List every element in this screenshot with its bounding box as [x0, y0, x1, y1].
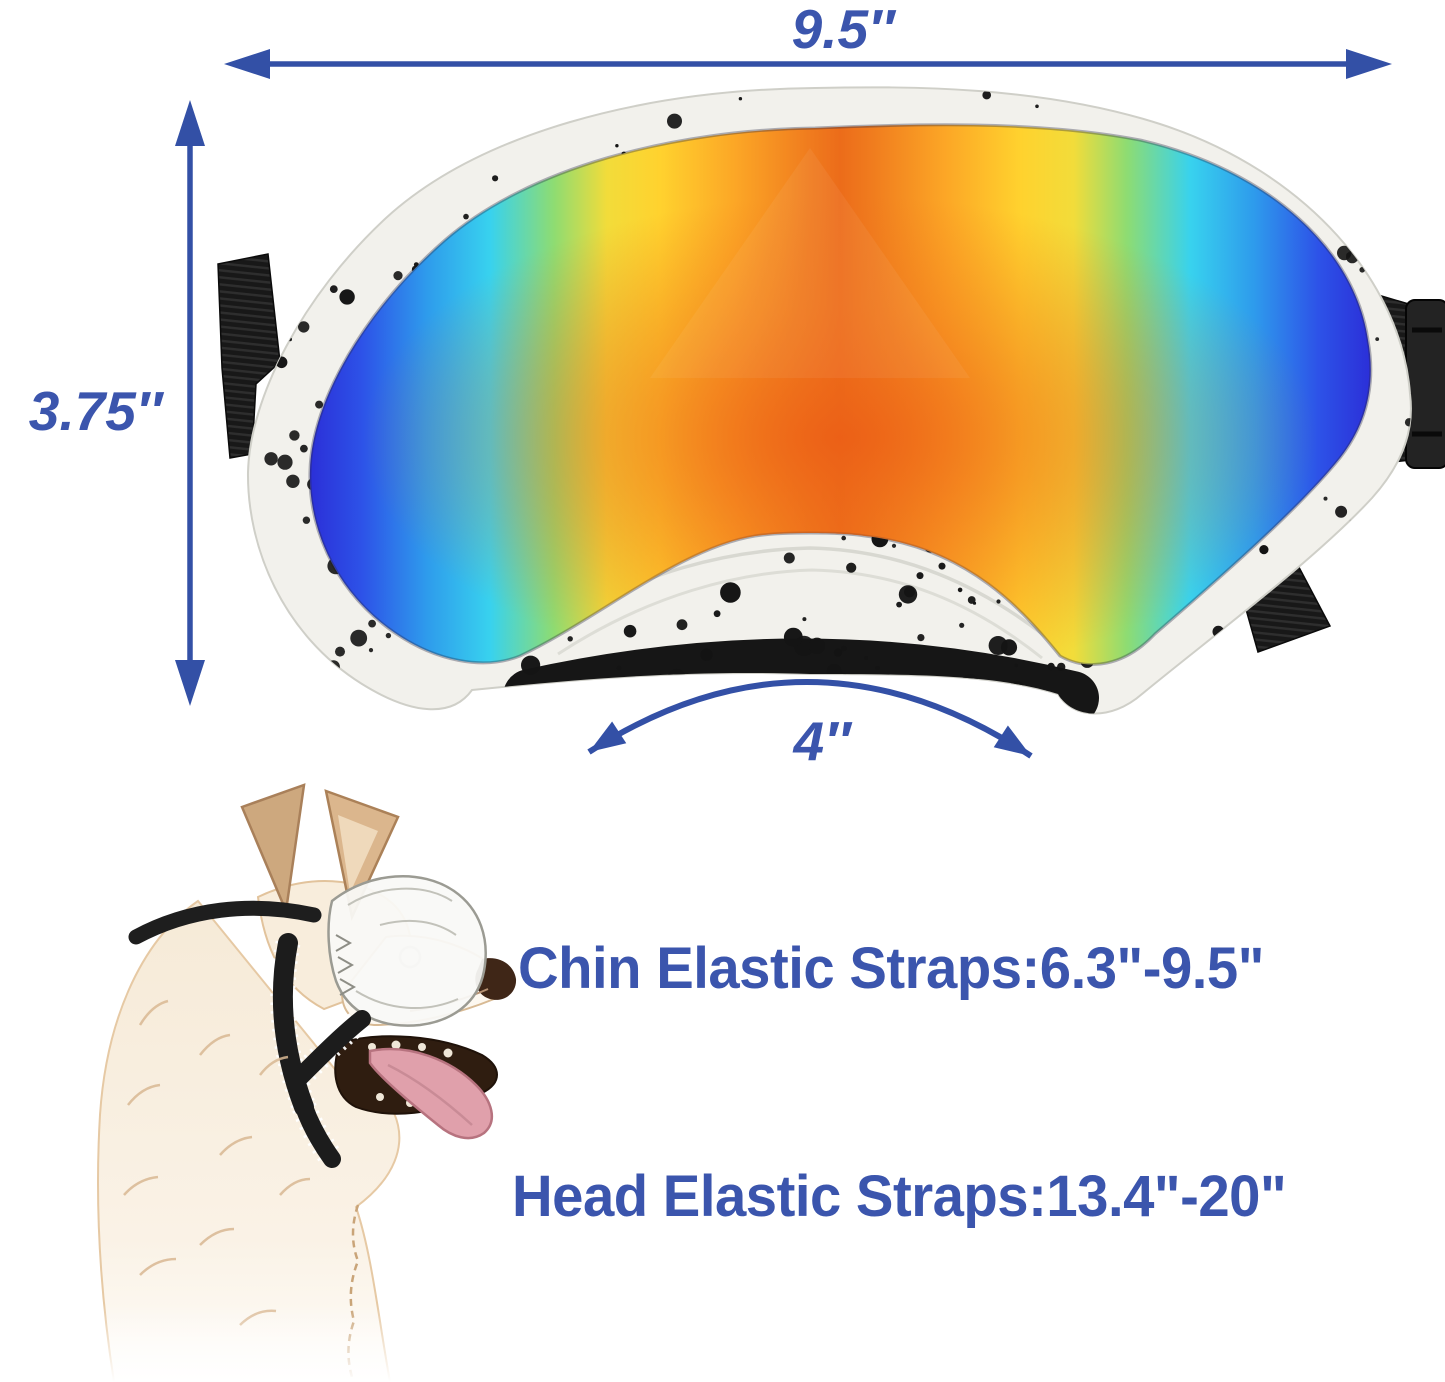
- dog-back-ear: [240, 783, 306, 916]
- dog-illustration: [80, 783, 600, 1382]
- width-arrow-icon: [224, 49, 1392, 79]
- bridge-ridge-line: [557, 568, 1043, 660]
- dog-front-ear-inner: [338, 815, 378, 893]
- dog-head-strap: [128, 900, 322, 945]
- dog-fade: [80, 1305, 600, 1382]
- dog-goggle-dome: [327, 875, 487, 1027]
- dog-chin-strap: [270, 933, 371, 1168]
- strap-buckle: [1405, 299, 1445, 469]
- height-dimension-label: 3.75″: [28, 380, 163, 442]
- height-arrow-icon: [175, 100, 205, 706]
- width-dimension-label: 9.5″: [791, 0, 895, 60]
- head-strap-spec: Head Elastic Straps:13.4"-20": [512, 1164, 1287, 1229]
- lens-highlight: [650, 148, 970, 378]
- dog-tongue-crease: [387, 1063, 473, 1126]
- bridge-dimension-label: 4″: [793, 710, 851, 772]
- chin-strap-spec: Chin Elastic Straps:6.3"-9.5": [518, 936, 1264, 1001]
- bridge-arc-arrow-icon: [587, 679, 1033, 759]
- dog-goggle-vent: [335, 934, 357, 996]
- goggles-illustration: [217, 86, 1445, 715]
- goggle-lens-center-tint: [309, 124, 1371, 665]
- dog-goggle-sketch-lines: [347, 887, 459, 1009]
